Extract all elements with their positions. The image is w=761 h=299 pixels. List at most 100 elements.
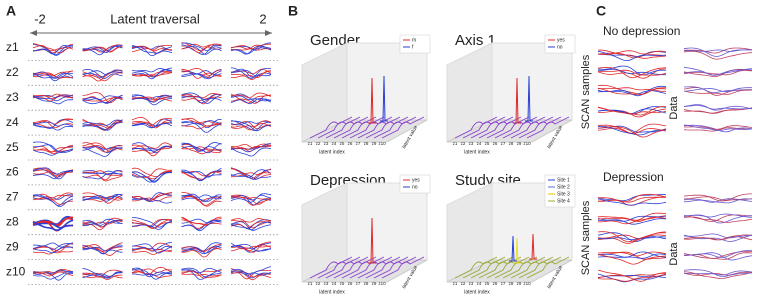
waveform — [82, 119, 123, 126]
ridge — [526, 256, 570, 279]
waveform — [597, 198, 667, 206]
waveform — [683, 250, 752, 259]
waveform — [181, 192, 222, 202]
waveform — [131, 118, 173, 127]
waveform — [181, 221, 222, 232]
waveform — [181, 270, 222, 279]
index-tick: z3 — [324, 281, 329, 286]
waveform — [82, 271, 123, 279]
waveform — [181, 119, 222, 128]
index-tick: z2 — [316, 281, 321, 286]
waveform — [683, 70, 753, 76]
row-label: z1 — [6, 40, 19, 54]
index-tick: z3 — [324, 141, 329, 146]
ridge — [381, 116, 425, 139]
waveform — [597, 234, 667, 244]
waveform — [230, 147, 272, 157]
row-label: z6 — [6, 165, 19, 179]
waveform — [230, 120, 272, 132]
waveform — [181, 244, 222, 254]
traversal-max: 2 — [259, 11, 266, 26]
waveform — [181, 67, 222, 77]
waveform — [231, 69, 272, 77]
waveform — [683, 86, 752, 93]
waveform — [32, 270, 74, 280]
waveform — [131, 268, 173, 274]
waveform — [597, 52, 667, 59]
waveform — [131, 219, 173, 229]
waveform — [82, 221, 123, 227]
waveform — [683, 198, 753, 204]
waveform — [82, 142, 123, 153]
waveform — [181, 142, 222, 152]
waveform — [597, 66, 667, 79]
waveform — [181, 45, 222, 55]
waveform — [32, 170, 74, 180]
waveform — [131, 94, 173, 103]
index-tick: z1 — [453, 141, 458, 146]
waveform — [32, 45, 74, 56]
waveform — [181, 70, 222, 80]
waveform — [131, 142, 173, 149]
ridge — [526, 116, 570, 139]
traversal-min: -2 — [34, 11, 46, 26]
waveform — [230, 194, 272, 203]
index-tick: z4 — [477, 141, 482, 146]
waveform — [82, 192, 123, 204]
group-title: Depression — [603, 170, 664, 184]
arrow-head — [265, 30, 272, 36]
waveform — [230, 196, 271, 200]
waveform — [597, 68, 667, 79]
waveform — [597, 84, 667, 95]
waveform — [82, 169, 123, 176]
side-label: SCAN samples — [580, 200, 592, 275]
legend-label: no — [412, 184, 418, 190]
waveform — [181, 219, 222, 229]
index-tick: z8 — [364, 141, 369, 146]
row-label: z7 — [6, 190, 19, 204]
waveform — [131, 171, 173, 180]
waveform — [82, 142, 123, 152]
index-tick: z3 — [469, 281, 474, 286]
waveform — [82, 94, 123, 104]
waveform — [231, 92, 272, 99]
waveform — [597, 231, 667, 243]
waveform — [181, 117, 222, 124]
waveform — [683, 104, 753, 111]
waveform — [82, 71, 123, 82]
waveform — [32, 219, 74, 229]
side-label: SCAN samples — [580, 54, 592, 129]
waveform — [683, 89, 752, 95]
x-axis-label: latent index — [319, 149, 345, 155]
index-tick: z7 — [501, 281, 506, 286]
index-tick: z9 — [517, 141, 522, 146]
waveform — [82, 193, 123, 201]
waveform — [132, 217, 173, 228]
index-tick: z10 — [378, 141, 386, 146]
back-wall — [346, 182, 428, 261]
waveform — [82, 195, 123, 202]
legend-label: Site 3 — [557, 191, 570, 197]
waveform — [683, 47, 753, 54]
waveform — [32, 43, 74, 54]
row-label: z9 — [6, 239, 19, 253]
waveform — [181, 93, 222, 102]
waveform — [181, 92, 222, 104]
waveform — [131, 96, 173, 102]
waveform — [32, 242, 74, 248]
side-label: Data — [668, 96, 680, 120]
index-tick: z5 — [485, 141, 490, 146]
back-wall — [346, 42, 428, 121]
peak — [368, 217, 376, 264]
waveform — [82, 92, 123, 104]
waveform — [181, 121, 222, 133]
index-tick: z8 — [364, 281, 369, 286]
waveform — [131, 72, 173, 77]
waveform — [181, 122, 222, 130]
ridge — [381, 256, 425, 279]
waveform — [230, 268, 272, 279]
index-tick: z2 — [316, 141, 321, 146]
waveform — [32, 71, 74, 82]
waveform — [683, 193, 752, 201]
